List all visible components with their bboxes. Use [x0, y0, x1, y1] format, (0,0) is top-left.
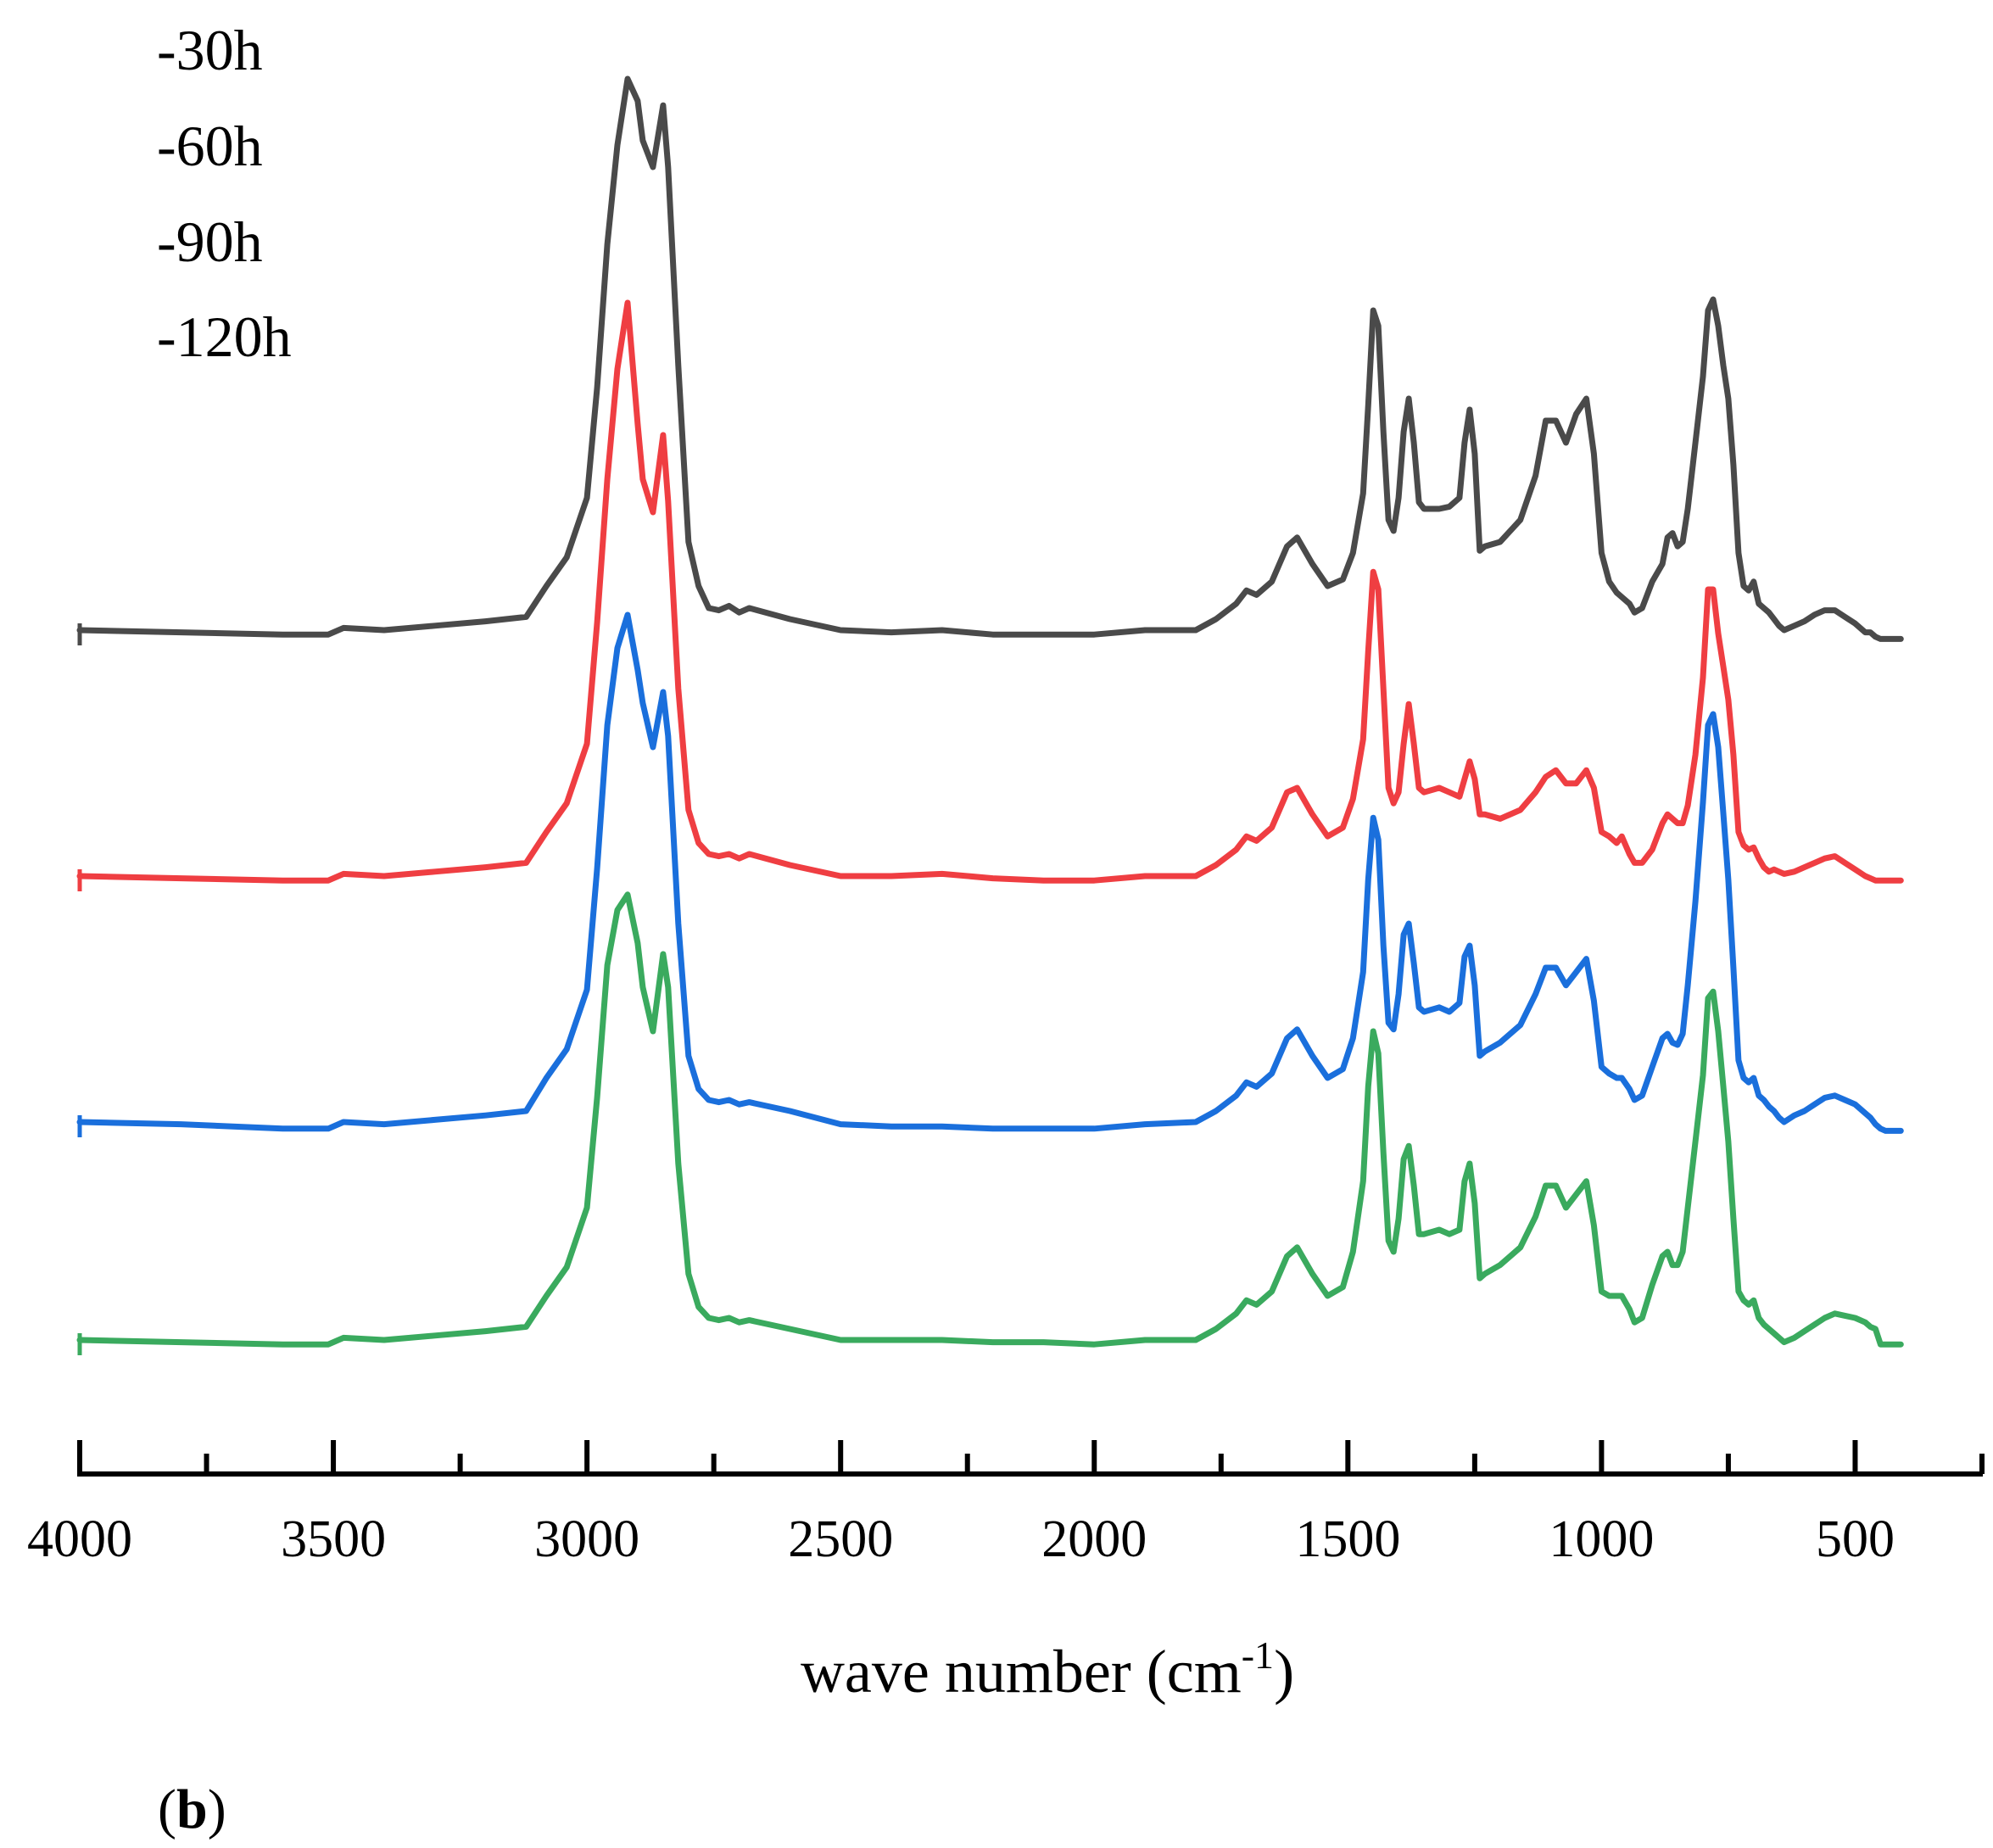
series-line-30h — [76, 75, 1904, 642]
x-tick-label-2000: 2000 — [1041, 1510, 1147, 1568]
plot-area — [76, 75, 1904, 1355]
x-axis-label: wave number (cm-1) — [801, 1633, 1294, 1706]
x-tick-label-1500: 1500 — [1295, 1510, 1400, 1568]
series-line-60h — [76, 299, 1904, 884]
panel-label: (b) — [158, 1778, 226, 1840]
series-line-90h — [76, 611, 1904, 1134]
x-tick-label-2500: 2500 — [788, 1510, 893, 1568]
x-tick-label-1000: 1000 — [1549, 1510, 1654, 1568]
legend-label-120h: -120h — [157, 304, 292, 369]
panel-label-letter: b — [176, 1778, 208, 1840]
panel-label-close: ) — [208, 1778, 226, 1840]
legend: -30h -60h -90h -120h — [157, 18, 292, 369]
x-tick-label-500: 500 — [1816, 1510, 1895, 1568]
panel-label-open: ( — [158, 1778, 176, 1840]
legend-label-60h: -60h — [157, 114, 263, 178]
x-tick-label-3500: 3500 — [281, 1510, 386, 1568]
legend-label-30h: -30h — [157, 18, 263, 82]
series-line-120h — [76, 891, 1904, 1348]
x-axis: 4000 3500 3000 2500 2000 1500 1000 500 — [27, 1440, 1985, 1568]
x-axis-label-superscript: -1 — [1242, 1633, 1274, 1677]
x-tick-label-4000: 4000 — [27, 1510, 132, 1568]
x-tick-label-3000: 3000 — [534, 1510, 639, 1568]
legend-label-90h: -90h — [157, 209, 263, 274]
x-axis-ticks: 4000 3500 3000 2500 2000 1500 1000 500 — [27, 1440, 1985, 1568]
x-axis-label-main: wave number (cm — [801, 1638, 1242, 1706]
x-axis-label-close: ) — [1274, 1638, 1294, 1706]
